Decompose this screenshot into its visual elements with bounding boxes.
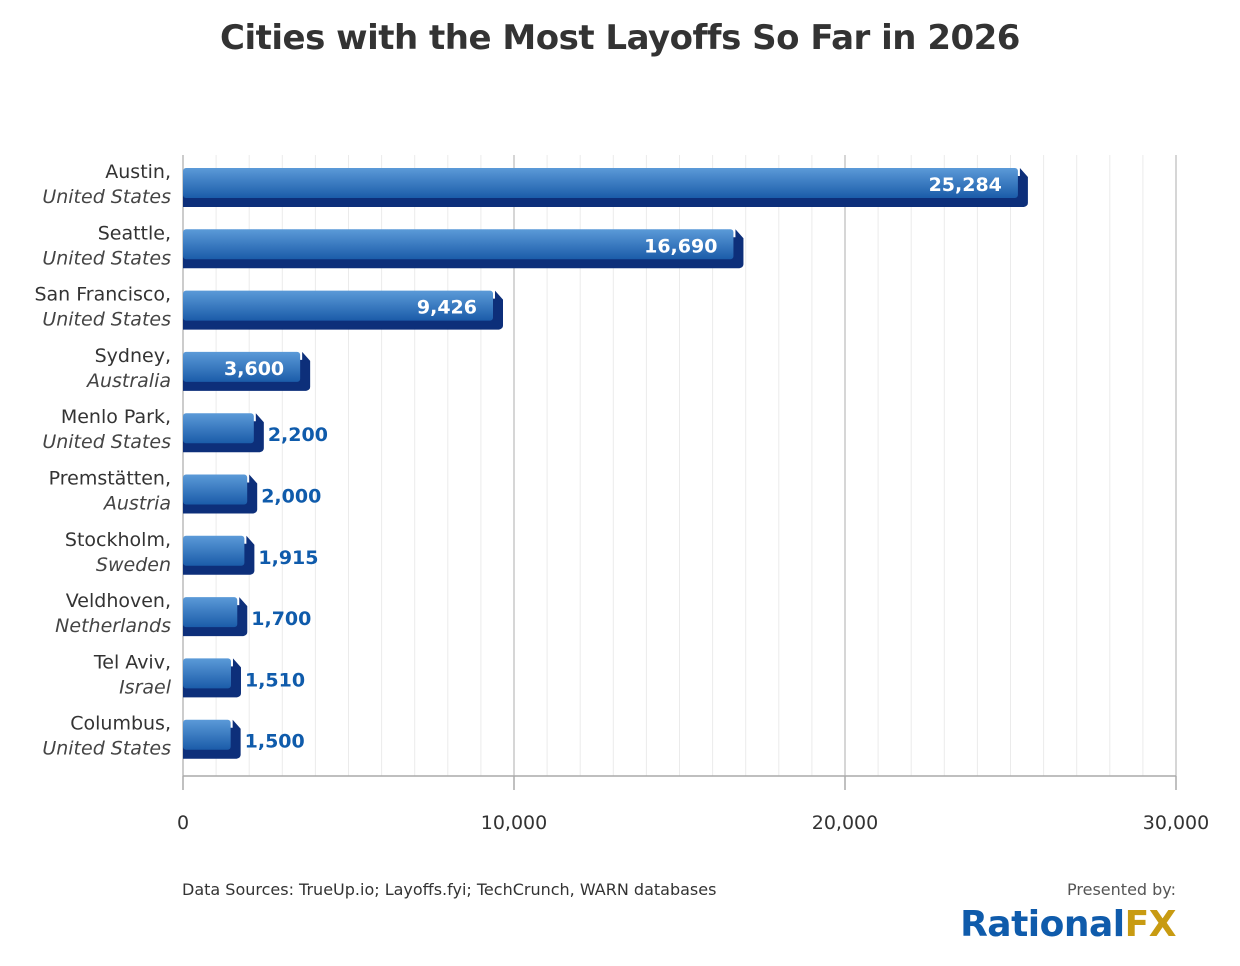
city-label: Menlo Park, [61,406,171,428]
value-label: 9,426 [417,297,477,319]
country-label: United States [42,309,171,331]
country-label: Australia [85,370,171,392]
country-label: Sweden [96,554,171,576]
city-label: Columbus, [70,713,171,735]
country-label: Israel [119,676,172,698]
city-label: Stockholm, [65,529,171,551]
value-label: 1,500 [245,731,305,753]
bar-chart: 0 10,000 20,000 30,000 Austin, United States 2… [34,155,1209,834]
value-label: 3,600 [224,358,284,380]
country-label: United States [42,247,171,269]
x-tick-label: 0 [177,812,189,834]
bar [183,168,1018,198]
value-label: 1,915 [258,547,318,569]
country-label: United States [42,186,171,208]
country-label: Austria [102,493,171,515]
bar [183,229,734,260]
value-label: 25,284 [929,174,1002,196]
x-tick-label: 10,000 [481,812,547,834]
country-label: United States [42,738,171,760]
city-label: San Francisco, [34,284,171,306]
presented-by-label: Presented by: [1067,880,1176,899]
city-label: Premstätten, [49,468,171,490]
rationalfx-logo: RationalFX [960,904,1176,945]
bar [183,658,231,689]
value-label: 16,690 [644,235,717,257]
city-label: Austin, [105,161,171,183]
x-tick-label: 20,000 [812,812,878,834]
value-label: 1,510 [245,669,305,691]
bar [183,351,301,382]
bar [183,597,238,628]
bar [183,413,254,444]
country-label: Netherlands [55,615,171,637]
value-label: 1,700 [251,608,311,630]
bar [183,474,248,505]
city-label: Veldhoven, [66,590,171,612]
value-label: 2,000 [261,486,321,508]
city-label: Seattle, [98,222,171,244]
bar [183,290,494,321]
bar [183,719,231,750]
city-label: Tel Aviv, [93,651,171,673]
country-label: United States [42,431,171,453]
city-label: Sydney, [95,345,171,367]
x-tick-label: 30,000 [1143,812,1209,834]
data-source-note: Data Sources: TrueUp.io; Layoffs.fyi; Te… [182,880,717,899]
chart-title: Cities with the Most Layoffs So Far in 2… [220,18,1020,58]
value-label: 2,200 [268,424,328,446]
bar [183,535,245,566]
